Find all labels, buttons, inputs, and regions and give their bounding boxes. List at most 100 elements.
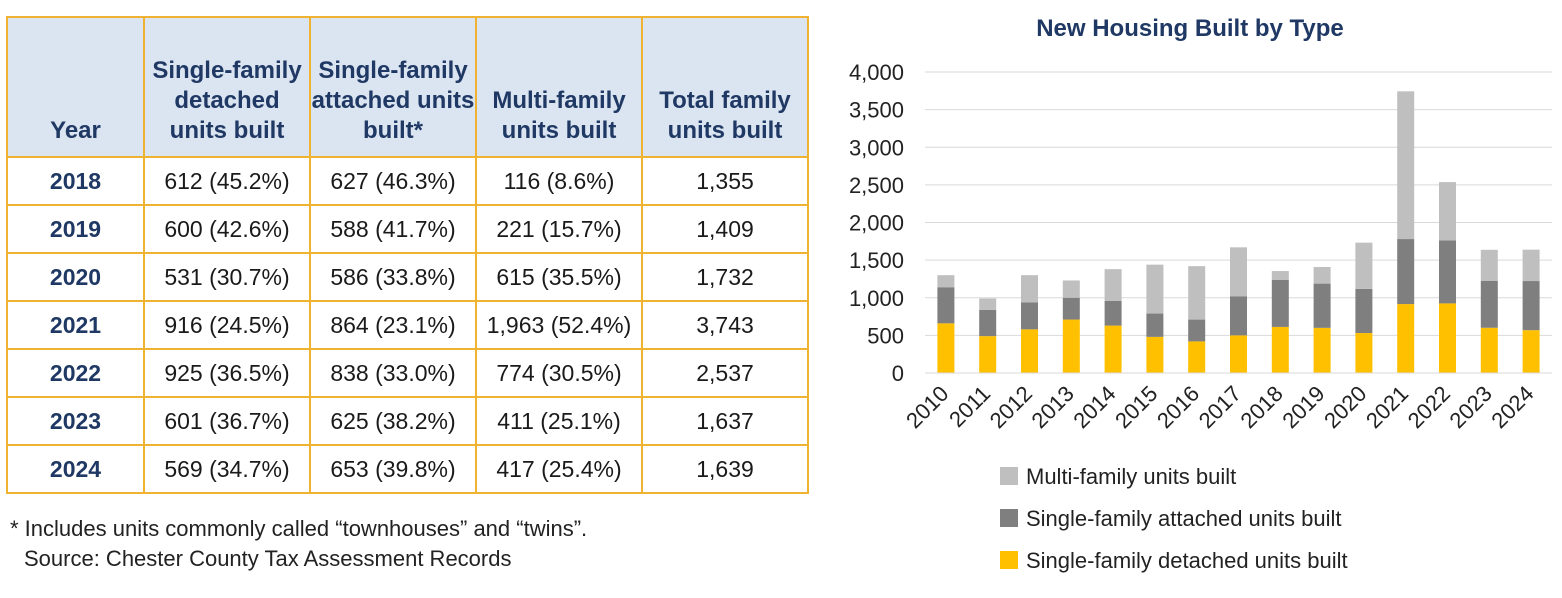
table-cell: 615 (35.5%) xyxy=(475,252,643,302)
x-tick-label: 2011 xyxy=(944,381,995,432)
year-cell: 2022 xyxy=(6,348,145,398)
table-row: 2022 925 (36.5%) 838 (33.0%) 774 (30.5%)… xyxy=(6,348,809,398)
source-note: Source: Chester County Tax Assessment Re… xyxy=(24,546,512,571)
table-row: 2023 601 (36.7%) 625 (38.2%) 411 (25.1%)… xyxy=(6,396,809,446)
legend-label: Multi-family units built xyxy=(1026,464,1236,489)
table-cell: 411 (25.1%) xyxy=(475,396,643,446)
legend-swatch xyxy=(1000,509,1018,527)
header-total: Total family units built xyxy=(641,16,809,158)
table-cell: 1,355 xyxy=(641,156,809,206)
bar-segment xyxy=(1230,335,1247,373)
y-axis: 0 500 1,000 1,500 2,000 2,500 3,000 3,500 4,000 xyxy=(849,60,904,386)
bar-segment xyxy=(1021,329,1038,373)
bar-segment xyxy=(1188,266,1206,320)
bar-segment xyxy=(1355,333,1373,373)
table-cell: 864 (23.1%) xyxy=(309,300,477,350)
table-cell: 417 (25.4%) xyxy=(475,444,643,494)
table-cell: 588 (41.7%) xyxy=(309,204,477,254)
header-single-detached: Single-family detached units built xyxy=(143,16,311,158)
bar-segment xyxy=(1439,240,1456,304)
bar-segment xyxy=(979,309,997,337)
header-year: Year xyxy=(6,16,145,158)
bar-segment xyxy=(1480,280,1498,328)
table-cell: 925 (36.5%) xyxy=(143,348,311,398)
bar-segment xyxy=(1146,264,1164,314)
table-cell: 3,743 xyxy=(641,300,809,350)
bars xyxy=(937,91,1540,373)
x-tick-label: 2010 xyxy=(901,381,953,433)
bar-segment xyxy=(979,336,997,373)
bar-segment xyxy=(1104,300,1122,326)
bar-segment xyxy=(1313,266,1331,284)
legend-swatch xyxy=(1000,551,1018,569)
bar-segment xyxy=(1397,91,1415,240)
table-cell: 1,409 xyxy=(641,204,809,254)
y-tick-label: 1,500 xyxy=(849,248,904,273)
bar-segment xyxy=(1104,269,1122,301)
bar-segment xyxy=(1021,302,1038,330)
bar-segment xyxy=(937,287,955,324)
table-cell: 838 (33.0%) xyxy=(309,348,477,398)
x-tick-label: 2024 xyxy=(1486,381,1538,433)
table-row: 2020 531 (30.7%) 586 (33.8%) 615 (35.5%)… xyxy=(6,252,809,302)
housing-table: Year Single-family detached units built … xyxy=(6,16,809,494)
table-header-row: Year Single-family detached units built … xyxy=(6,16,809,158)
x-tick-label: 2012 xyxy=(985,381,1037,433)
bar-segment xyxy=(1062,280,1080,298)
table-cell: 916 (24.5%) xyxy=(143,300,311,350)
bar-segment xyxy=(1271,271,1289,280)
x-tick-label: 2019 xyxy=(1277,381,1329,433)
footnote: * Includes units commonly called “townho… xyxy=(10,516,588,541)
bar-segment xyxy=(1230,247,1247,297)
legend-label: Single-family attached units built xyxy=(1026,506,1342,531)
bar-segment xyxy=(1146,313,1164,337)
bar-segment xyxy=(1397,239,1415,305)
header-multi-family: Multi-family units built xyxy=(475,16,643,158)
x-tick-label: 2020 xyxy=(1319,381,1371,433)
bar-segment xyxy=(1439,182,1456,241)
bar-segment xyxy=(1021,275,1038,303)
x-axis: 2010201120122013201420152016201720182019… xyxy=(901,372,1552,433)
y-tick-label: 1,000 xyxy=(849,286,904,311)
table-cell: 569 (34.7%) xyxy=(143,444,311,494)
year-cell: 2020 xyxy=(6,252,145,302)
table-cell: 221 (15.7%) xyxy=(475,204,643,254)
bar-segment xyxy=(979,298,997,310)
bar-segment xyxy=(1188,319,1206,342)
bar-segment xyxy=(1439,303,1456,373)
y-tick-label: 0 xyxy=(892,361,904,386)
table-cell: 774 (30.5%) xyxy=(475,348,643,398)
bar-segment xyxy=(1397,304,1415,373)
table-cell: 601 (36.7%) xyxy=(143,396,311,446)
header-single-attached: Single-family attached units built* xyxy=(309,16,477,158)
table-cell: 1,639 xyxy=(641,444,809,494)
bar-segment xyxy=(937,275,955,288)
y-tick-label: 2,500 xyxy=(849,173,904,198)
table-cell: 1,963 (52.4%) xyxy=(475,300,643,350)
y-tick-label: 3,000 xyxy=(849,135,904,160)
year-cell: 2019 xyxy=(6,204,145,254)
bar-segment xyxy=(1188,341,1206,373)
x-tick-label: 2022 xyxy=(1403,381,1455,433)
x-tick-label: 2023 xyxy=(1445,381,1497,433)
table-cell: 116 (8.6%) xyxy=(475,156,643,206)
y-tick-label: 500 xyxy=(867,323,904,348)
bar-segment xyxy=(1313,283,1331,328)
year-cell: 2018 xyxy=(6,156,145,206)
table-row: 2018 612 (45.2%) 627 (46.3%) 116 (8.6%) … xyxy=(6,156,809,206)
table-cell: 586 (33.8%) xyxy=(309,252,477,302)
chart-title: New Housing Built by Type xyxy=(1036,15,1344,42)
table-cell: 531 (30.7%) xyxy=(143,252,311,302)
table-cell: 600 (42.6%) xyxy=(143,204,311,254)
table-row: 2021 916 (24.5%) 864 (23.1%) 1,963 (52.4… xyxy=(6,300,809,350)
table-cell: 625 (38.2%) xyxy=(309,396,477,446)
bar-segment xyxy=(1104,325,1122,373)
x-tick-label: 2016 xyxy=(1152,381,1204,433)
year-cell: 2024 xyxy=(6,444,145,494)
x-tick-label: 2018 xyxy=(1236,381,1288,433)
table-row: 2024 569 (34.7%) 653 (39.8%) 417 (25.4%)… xyxy=(6,444,809,494)
table-cell: 612 (45.2%) xyxy=(143,156,311,206)
table-row: 2019 600 (42.6%) 588 (41.7%) 221 (15.7%)… xyxy=(6,204,809,254)
bar-segment xyxy=(1313,327,1331,373)
bar-segment xyxy=(1146,336,1164,373)
